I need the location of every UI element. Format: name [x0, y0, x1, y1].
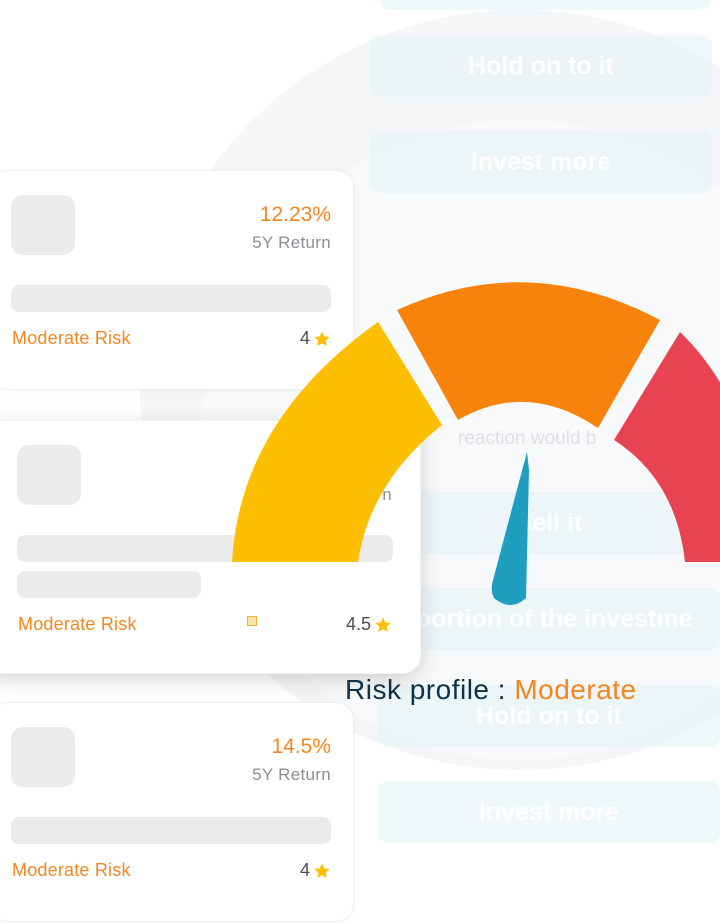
risk-label: Moderate Risk [12, 328, 131, 348]
fund-category-placeholder [17, 571, 201, 598]
risk-profile-heading: Risk profile : Moderate [345, 674, 637, 706]
star-icon [314, 331, 330, 346]
background-question-text: reaction would b [458, 428, 597, 449]
fund-card[interactable]: 14.5% 5Y Return Moderate Risk 4 [0, 702, 354, 922]
background-option-invest[interactable]: Invest more [370, 131, 712, 193]
rating: 4 [300, 328, 331, 349]
risk-label: Moderate Risk [18, 614, 137, 634]
fund-logo-placeholder [11, 195, 75, 255]
background-option-invest-2[interactable]: Invest more [378, 781, 720, 843]
background-option-hold[interactable]: Hold on to it [370, 35, 712, 97]
background-option-top [380, 0, 710, 10]
rating-value: 4.5 [345, 614, 371, 634]
rating: 4.5 [346, 614, 392, 635]
risk-profile-label: Risk profile : [345, 674, 515, 705]
fund-logo-placeholder [11, 727, 75, 787]
risk-profile-value: Moderate [514, 674, 637, 705]
background-option-hold-2[interactable]: Hold on to it [378, 685, 720, 747]
fund-card-highlighted[interactable]: n Moderate Risk 4.5 [0, 420, 421, 674]
return-value: 12.23% [259, 203, 331, 226]
fund-name-placeholder [11, 285, 331, 312]
rating-value: 4 [299, 860, 310, 880]
background-option-portion[interactable]: portion of the investme [378, 588, 720, 650]
fund-card[interactable]: 12.23% 5Y Return Moderate Risk 4 [0, 170, 354, 390]
risk-label: Moderate Risk [12, 860, 131, 880]
return-value: 14.5% [271, 735, 331, 758]
fund-name-placeholder [17, 535, 393, 562]
small-badge-icon [247, 616, 257, 626]
fund-name-placeholder [11, 817, 331, 844]
background-option-sell[interactable]: Sell it [378, 492, 720, 554]
fund-logo-placeholder [17, 445, 81, 505]
rating: 4 [300, 860, 331, 881]
star-icon [375, 617, 391, 632]
return-label: 5Y Return [252, 233, 331, 252]
return-label: 5Y Return [252, 765, 331, 784]
rating-value: 4 [299, 328, 310, 348]
star-icon [314, 863, 330, 878]
return-label: n [382, 485, 392, 504]
